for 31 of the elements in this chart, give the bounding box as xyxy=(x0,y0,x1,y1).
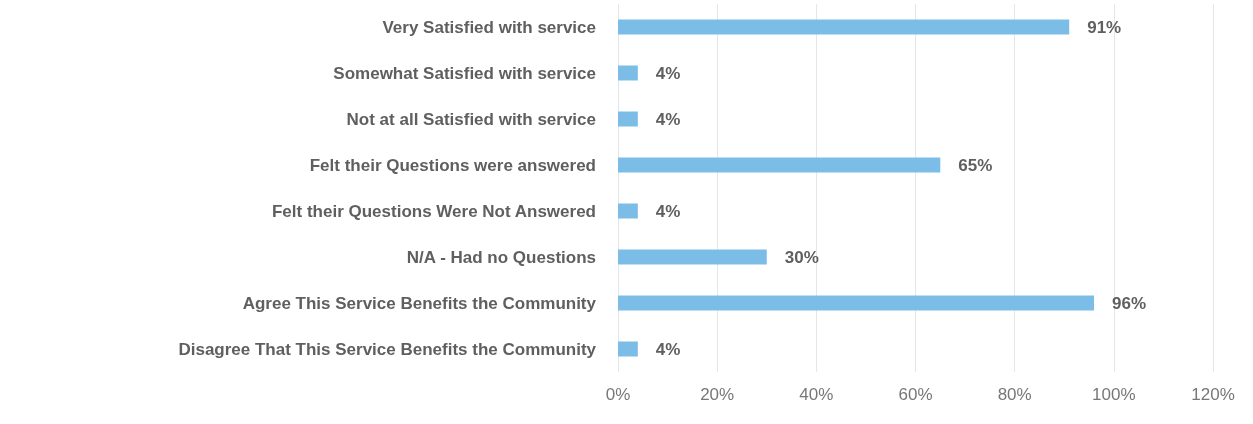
data-label: 4% xyxy=(655,109,681,129)
bar xyxy=(618,249,767,265)
bar xyxy=(618,295,1094,311)
bar xyxy=(618,341,638,357)
data-label: 96% xyxy=(1112,293,1147,313)
y-tick-label: Not at all Satisfied with service xyxy=(346,109,596,129)
bar xyxy=(618,157,941,173)
y-tick-label: Somewhat Satisfied with service xyxy=(333,63,596,83)
y-tick-label: Felt their Questions Were Not Answered xyxy=(271,201,596,221)
data-label: 91% xyxy=(1087,17,1122,37)
x-tick-label: 80% xyxy=(997,385,1032,404)
x-tick-label: 40% xyxy=(799,385,834,404)
x-tick-label: 60% xyxy=(898,385,933,404)
data-label: 4% xyxy=(655,63,681,83)
y-tick-label: N/A - Had no Questions xyxy=(406,247,596,267)
y-tick-label: Felt their Questions were answered xyxy=(309,155,596,175)
x-tick-label: 0% xyxy=(605,385,631,404)
data-label: 65% xyxy=(958,155,993,175)
bar xyxy=(618,111,638,127)
bar xyxy=(618,203,638,219)
x-tick-label: 120% xyxy=(1191,385,1235,404)
data-label: 4% xyxy=(655,201,681,221)
bar xyxy=(618,19,1070,35)
bar xyxy=(618,65,638,81)
x-tick-label: 100% xyxy=(1092,385,1136,404)
x-tick-label: 20% xyxy=(700,385,735,404)
y-tick-label: Agree This Service Benefits the Community xyxy=(242,293,597,313)
data-label: 30% xyxy=(784,247,819,267)
y-tick-label: Disagree That This Service Benefits the Community xyxy=(178,339,597,359)
data-label: 4% xyxy=(655,339,681,359)
y-tick-label: Very Satisfied with service xyxy=(382,17,596,37)
